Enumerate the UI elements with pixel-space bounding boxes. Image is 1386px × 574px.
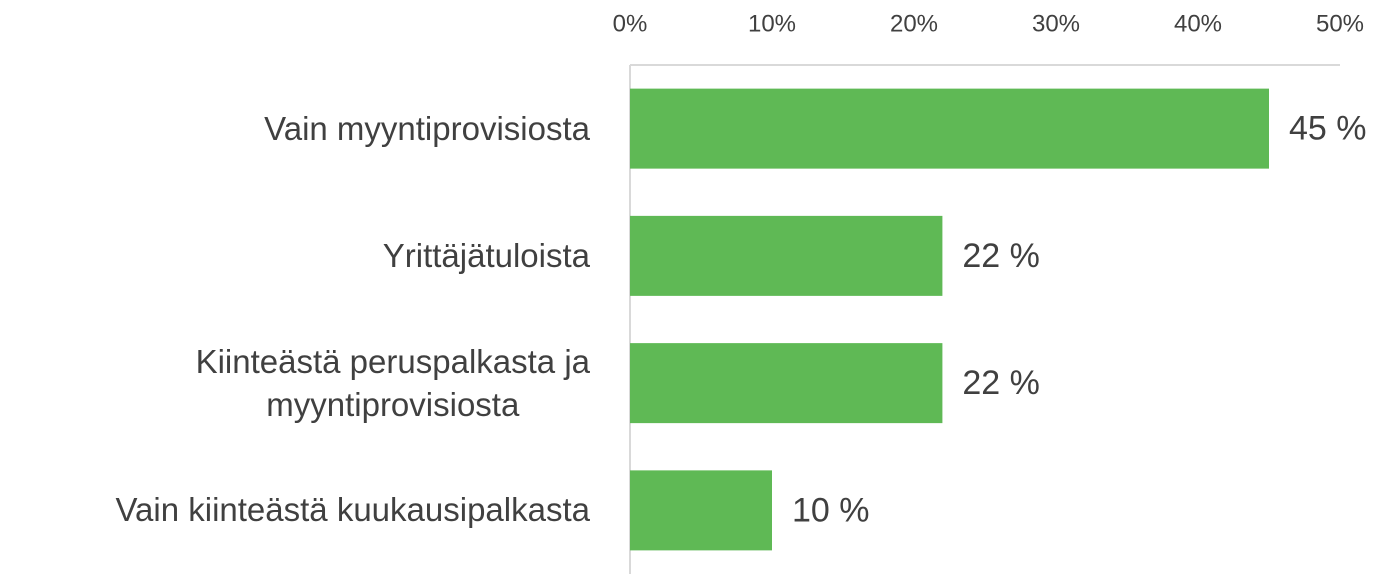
value-label: 22 %: [962, 364, 1040, 402]
category-row: Yrittäjätuloista: [0, 192, 590, 320]
y-tick-label: Kiinteästä peruspalkasta ja myyntiprovis…: [195, 342, 590, 423]
x-tick-label: 10%: [748, 10, 796, 37]
bar: [630, 343, 943, 424]
y-tick-label: Vain myyntiprovisiosta: [264, 109, 590, 147]
value-label: 22 %: [962, 237, 1040, 275]
value-label: 10 %: [792, 491, 870, 529]
x-tick-label: 0%: [613, 10, 648, 37]
bar: [630, 88, 1269, 169]
category-row: Vain kiinteästä kuukausipalkasta: [0, 447, 590, 574]
category-row: Vain myyntiprovisiosta: [0, 65, 590, 193]
bar: [630, 215, 943, 296]
y-tick-label: Vain kiinteästä kuukausipalkasta: [115, 491, 590, 529]
bar: [630, 470, 772, 551]
y-tick-label: Yrittäjätuloista: [382, 236, 590, 274]
value-label: 45 %: [1289, 110, 1367, 148]
x-tick-label: 40%: [1174, 10, 1222, 37]
x-tick-label: 50%: [1316, 10, 1364, 37]
category-row: Kiinteästä peruspalkasta ja myyntiprovis…: [0, 320, 590, 448]
x-tick-label: 20%: [890, 10, 938, 37]
x-tick-label: 30%: [1032, 10, 1080, 37]
